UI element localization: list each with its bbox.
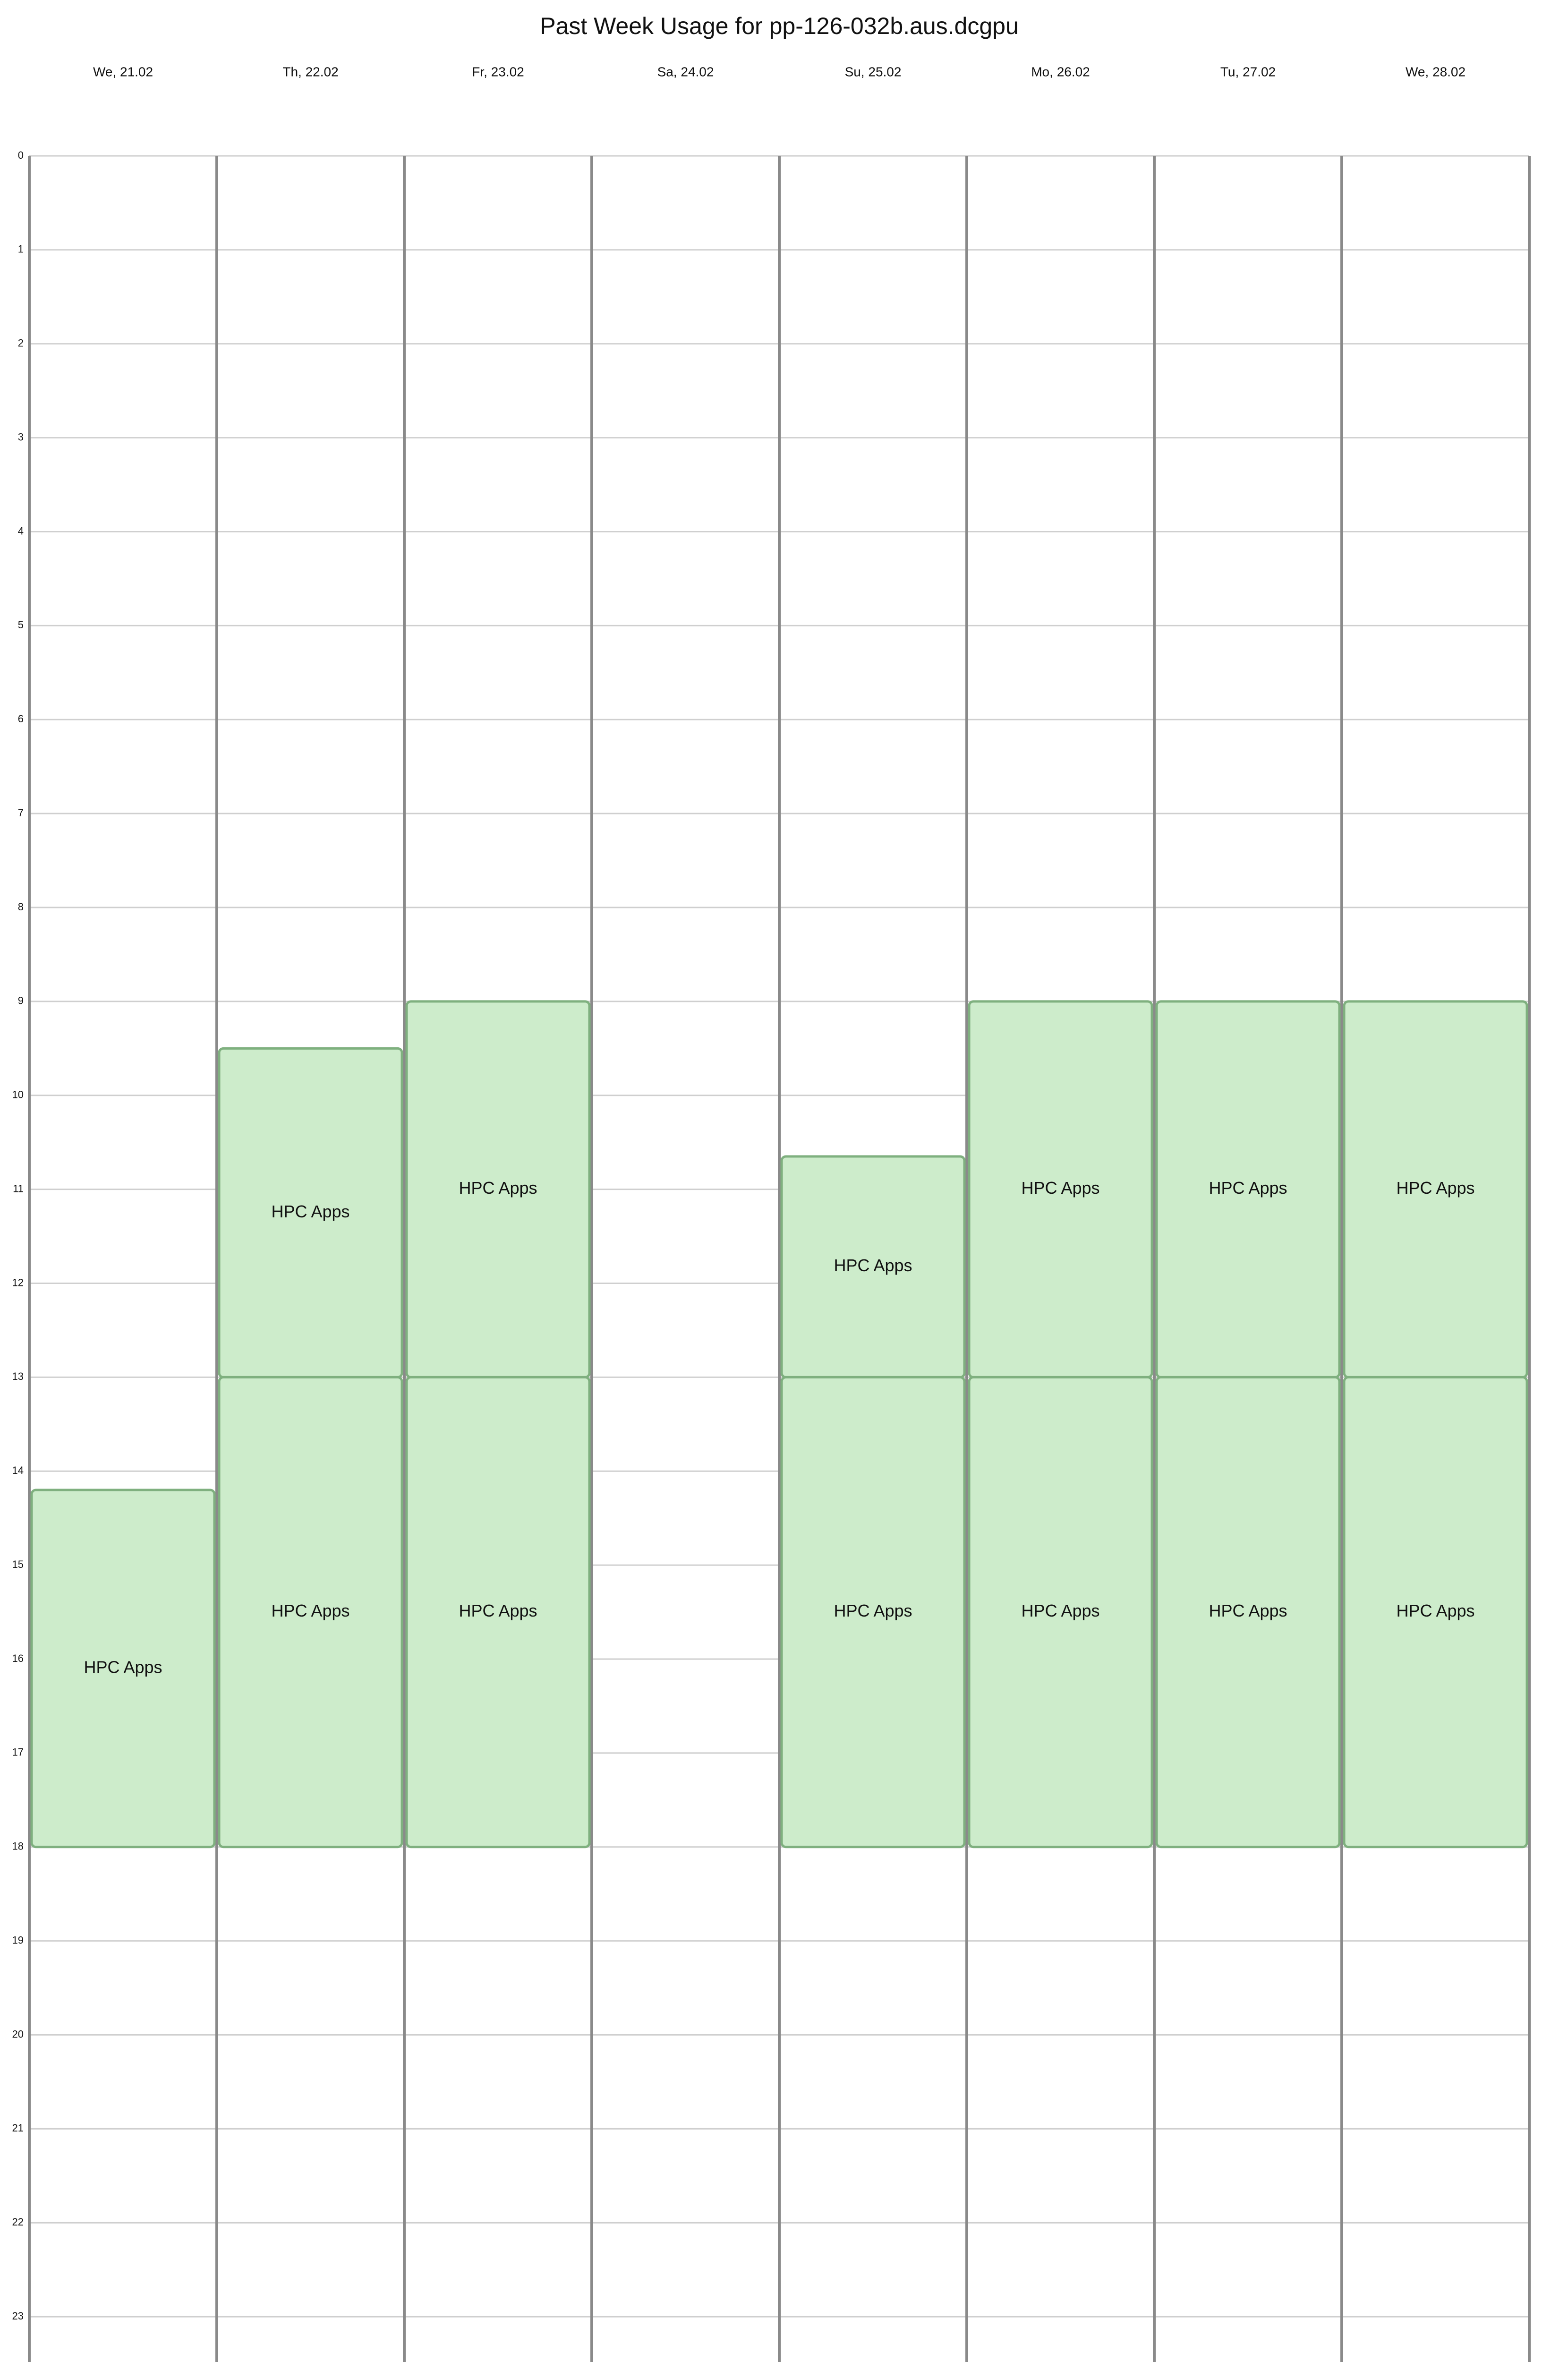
block-label: HPC Apps xyxy=(271,1202,349,1221)
block-label: HPC Apps xyxy=(1209,1601,1287,1620)
block-label: HPC Apps xyxy=(834,1256,912,1275)
y-tick-label: 19 xyxy=(12,1934,24,1946)
y-tick-label: 2 xyxy=(18,337,24,349)
block-label: HPC Apps xyxy=(834,1601,912,1620)
block-label: HPC Apps xyxy=(1396,1601,1474,1620)
usage-block xyxy=(30,1489,216,1849)
y-tick-label: 0 xyxy=(18,149,24,161)
y-tick-label: 16 xyxy=(12,1652,24,1664)
x-tick-label: Su, 25.02 xyxy=(845,64,902,79)
block-label: HPC Apps xyxy=(1021,1601,1099,1620)
usage-block xyxy=(405,1376,591,1849)
y-tick-label: 17 xyxy=(12,1746,24,1758)
y-tick-label: 12 xyxy=(12,1276,24,1288)
block-label: HPC Apps xyxy=(459,1601,537,1620)
block-label: HPC Apps xyxy=(271,1601,349,1620)
x-tick-label: We, 21.02 xyxy=(93,64,153,79)
usage-block xyxy=(968,1376,1153,1849)
usage-block xyxy=(218,1376,403,1849)
x-tick-label: Tu, 27.02 xyxy=(1220,64,1276,79)
y-tick-label: 9 xyxy=(18,995,24,1007)
block-label: HPC Apps xyxy=(84,1657,162,1677)
usage-block xyxy=(1343,1376,1528,1849)
y-tick-label: 18 xyxy=(12,1840,24,1852)
usage-block xyxy=(780,1376,966,1849)
y-tick-label: 6 xyxy=(18,713,24,725)
x-tick-label: We, 28.02 xyxy=(1406,64,1466,79)
usage-block xyxy=(1155,1376,1341,1849)
block-label: HPC Apps xyxy=(1209,1178,1287,1198)
y-tick-label: 10 xyxy=(12,1089,24,1101)
y-tick-label: 20 xyxy=(12,2028,24,2040)
y-tick-label: 21 xyxy=(12,2122,24,2134)
x-tick-label: Th, 22.02 xyxy=(282,64,338,79)
y-tick-label: 14 xyxy=(12,1464,24,1476)
y-tick-label: 23 xyxy=(12,2310,24,2322)
y-tick-label: 4 xyxy=(18,525,24,537)
y-tick-label: 8 xyxy=(18,901,24,913)
y-tick-label: 15 xyxy=(12,1558,24,1570)
y-tick-label: 13 xyxy=(12,1370,24,1382)
x-tick-label: Mo, 26.02 xyxy=(1031,64,1090,79)
chart-title: Past Week Usage for pp-126-032b.aus.dcgp… xyxy=(540,13,1019,39)
block-label: HPC Apps xyxy=(1021,1178,1099,1198)
block-label: HPC Apps xyxy=(459,1178,537,1198)
y-tick-label: 1 xyxy=(18,243,24,255)
y-tick-label: 11 xyxy=(13,1182,24,1194)
y-tick-label: 7 xyxy=(18,807,24,819)
x-tick-label: Fr, 23.02 xyxy=(472,64,524,79)
y-tick-label: 3 xyxy=(18,431,24,443)
y-tick-label: 5 xyxy=(18,619,24,631)
y-tick-label: 22 xyxy=(12,2216,24,2228)
block-label: HPC Apps xyxy=(1396,1178,1474,1198)
x-tick-label: Sa, 24.02 xyxy=(657,64,714,79)
